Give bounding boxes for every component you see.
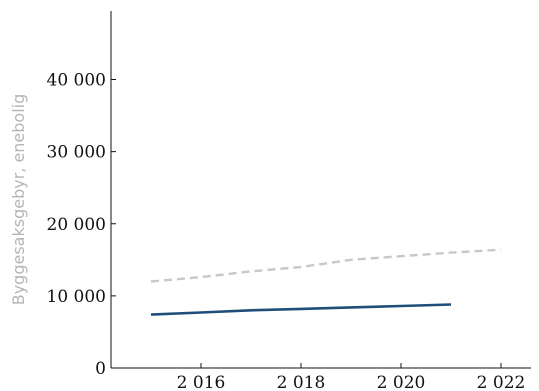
x-tick-label: 2 016 [177, 373, 226, 391]
y-tick-label: 20 000 [47, 215, 106, 235]
y-tick-label: 30 000 [47, 143, 106, 163]
x-tick-label: 2 020 [377, 373, 426, 391]
y-tick-label: 10 000 [47, 287, 106, 307]
x-tick-label: 2 018 [277, 373, 326, 391]
series-line-solid [150, 303, 452, 316]
series-layer [150, 248, 502, 316]
y-tick-label: 40 000 [47, 71, 106, 91]
ticks-layer: 0 10 000 20 000 30 000 40 000 2 016 2 018 2 020… [47, 71, 526, 391]
y-tick-label: 0 [95, 359, 106, 379]
y-axis-title: Byggesaksgebyr, enebolig [9, 94, 28, 306]
x-tick-label: 2 022 [477, 373, 526, 391]
series-line-dashed [150, 248, 502, 283]
